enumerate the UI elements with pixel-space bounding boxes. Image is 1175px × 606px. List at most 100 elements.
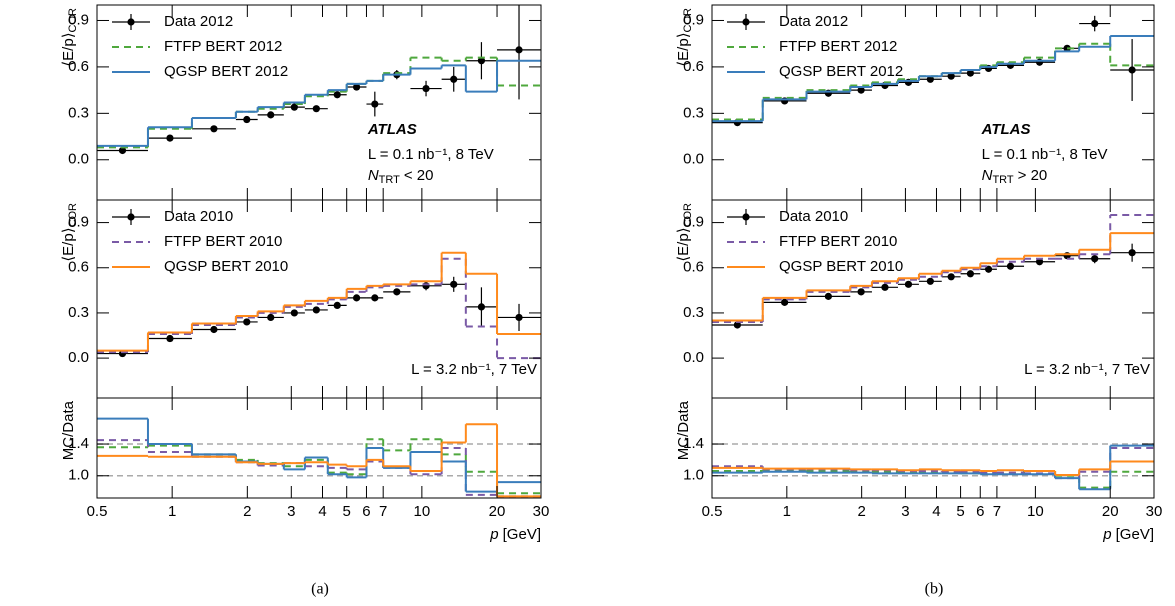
data-point: [393, 288, 401, 296]
x-axis-label: p [GeV]: [1102, 526, 1154, 543]
y-tick-label: 0.0: [683, 151, 704, 168]
data-point: [1091, 19, 1099, 28]
plot-area: [712, 443, 1154, 491]
x-tick-label: 7: [993, 503, 1001, 520]
x-tick-label: 4: [932, 503, 940, 520]
data-point: [267, 313, 275, 322]
selection-symbol: N: [368, 167, 379, 184]
legend-label: FTFP BERT 2010: [779, 233, 897, 250]
x-tick-label: 0.5: [87, 503, 108, 520]
atlas-label: ATLAS: [367, 121, 417, 138]
y-tick-label: 0.6: [68, 58, 89, 75]
y-axis-label: MC/Data: [60, 400, 77, 460]
panel-frame: [711, 397, 1155, 499]
y-tick-label: 0.9: [683, 214, 704, 231]
data-point: [312, 306, 320, 314]
x-tick-label: 1: [783, 503, 791, 520]
y-tick-label: 0.3: [68, 304, 89, 321]
data-point: [515, 313, 523, 322]
plot-area: [97, 5, 541, 155]
data-point: [857, 86, 865, 94]
selection-label: NTRT < 20: [368, 167, 434, 186]
legend-label: QGSP BERT 2012: [164, 63, 288, 80]
y-axis-label-sub: COR: [682, 203, 694, 228]
data-point: [1006, 262, 1015, 270]
y-axis-label: MC/Data: [675, 400, 692, 460]
data-point: [477, 303, 486, 311]
caption: (b): [925, 581, 944, 598]
data-point: [290, 309, 298, 317]
legend-label: Data 2010: [164, 208, 233, 225]
y-tick-label: 1.0: [683, 467, 704, 484]
legend-label: FTFP BERT 2010: [164, 233, 282, 250]
legend-label: Data 2012: [164, 13, 233, 30]
y-tick-label: 0.0: [68, 151, 89, 168]
y-tick-label: 1.4: [683, 435, 704, 452]
data-point: [333, 91, 341, 99]
data-point: [290, 103, 298, 111]
plot-area: [712, 214, 1154, 329]
x-axis-label-unit: [GeV]: [1116, 526, 1154, 543]
data-point: [371, 100, 379, 108]
x-tick-label: 4: [318, 503, 326, 520]
y-axis-label: ⟨E/p⟩COR: [675, 203, 694, 262]
data-point: [947, 273, 955, 281]
legend-label: FTFP BERT 2012: [164, 38, 282, 55]
y-tick-label: 0.3: [683, 104, 704, 121]
x-axis-label-unit: [GeV]: [503, 526, 541, 543]
data-point: [422, 84, 430, 93]
annotation: L = 0.1 nb⁻¹, 8 TeV: [982, 146, 1108, 163]
data-point: [733, 321, 741, 329]
y-axis-label: ⟨E/p⟩COR: [675, 8, 694, 67]
data-point: [450, 75, 458, 83]
y-axis-label: ⟨E/p⟩COR: [60, 8, 79, 67]
data-point: [1035, 258, 1044, 266]
legend-swatch: [742, 213, 750, 221]
x-axis-label-symbol: p: [489, 526, 498, 543]
data-point: [371, 294, 379, 302]
y-tick-label: 0.6: [68, 259, 89, 276]
y-axis-label-text: ⟨E/p⟩: [675, 32, 692, 66]
data-point: [243, 115, 251, 124]
data-point: [966, 69, 975, 77]
x-tick-label: 0.5: [702, 503, 723, 520]
data-point: [422, 282, 430, 290]
data-point: [1128, 66, 1136, 74]
x-axis-label: p [GeV]: [489, 526, 541, 543]
data-point: [515, 46, 523, 54]
data-point: [333, 301, 341, 309]
y-tick-label: 0.0: [683, 349, 704, 366]
y-axis-label-text: ⟨E/p⟩: [675, 227, 692, 261]
data-point: [984, 265, 993, 273]
x-tick-label: 5: [343, 503, 351, 520]
data-point: [450, 280, 458, 288]
data-point: [881, 283, 889, 291]
x-tick-label: 30: [1146, 503, 1163, 520]
legend-label: Data 2010: [779, 208, 848, 225]
data-point: [926, 277, 934, 285]
legend-swatch: [127, 213, 135, 221]
legend-label: QGSP BERT 2012: [779, 63, 903, 80]
legend-swatch: [127, 18, 135, 26]
y-tick-label: 1.4: [68, 435, 89, 452]
y-tick-label: 0.3: [68, 104, 89, 121]
y-axis-label-sub: COR: [67, 203, 79, 228]
data-point: [267, 111, 275, 119]
selection-label: NTRT > 20: [982, 167, 1048, 186]
panel-frame: [96, 397, 542, 499]
y-axis-label-text: ⟨E/p⟩: [60, 32, 77, 66]
x-tick-label: 7: [379, 503, 387, 520]
legend-swatch: [742, 18, 750, 26]
data-point: [966, 270, 975, 278]
y-tick-label: 0.9: [683, 11, 704, 28]
x-tick-label: 30: [533, 503, 550, 520]
data-point: [166, 134, 174, 142]
x-tick-label: 20: [489, 503, 506, 520]
y-tick-label: 0.9: [68, 11, 89, 28]
x-tick-label: 3: [287, 503, 295, 520]
y-tick-label: 0.3: [683, 304, 704, 321]
data-point: [210, 125, 218, 133]
data-point: [312, 105, 320, 113]
y-axis-label-sub: COR: [682, 8, 694, 33]
